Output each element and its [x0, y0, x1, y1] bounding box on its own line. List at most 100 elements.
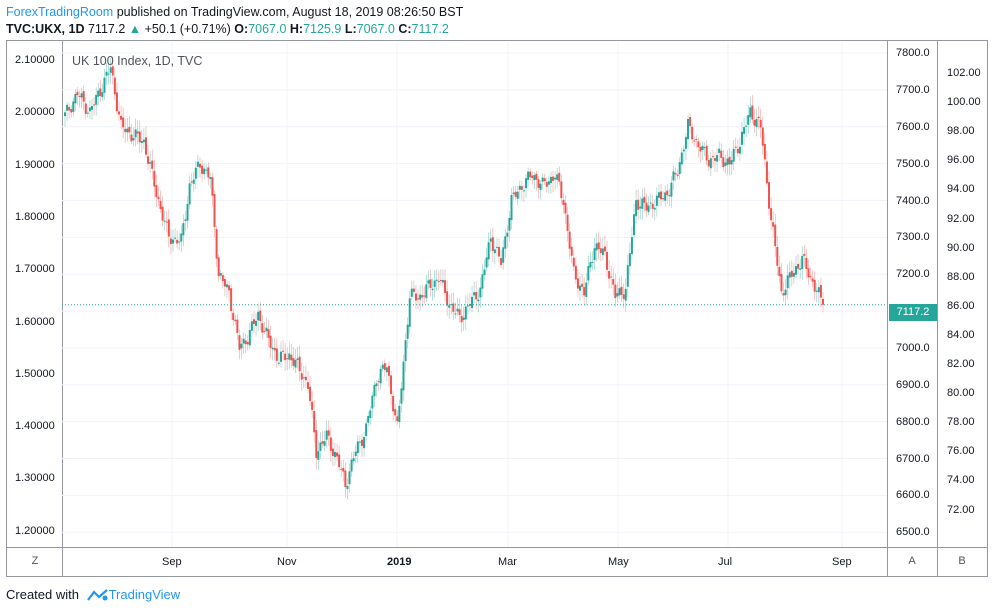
candle-body: [360, 439, 363, 446]
candle-body: [606, 251, 609, 270]
candle-body: [209, 177, 212, 180]
candle-body: [718, 148, 721, 154]
candle-body: [651, 203, 654, 209]
candle-body: [539, 183, 542, 190]
candle-body: [346, 485, 349, 490]
candle-body: [267, 329, 270, 338]
candle-body: [122, 117, 125, 128]
candle-body: [136, 131, 139, 134]
candle-body: [772, 222, 775, 227]
candle-body: [421, 295, 424, 298]
candle-body: [78, 95, 81, 97]
left-axis-tick-label: 1.30000: [15, 472, 55, 485]
candle-body: [805, 257, 808, 269]
candle-body: [252, 319, 255, 324]
second-axis-tick-label: 102.00: [947, 67, 981, 79]
price-axis-tick-label: 7500.0: [896, 157, 930, 170]
price-change: +50.1 (+0.71%): [144, 22, 231, 36]
candle-body: [533, 175, 536, 181]
candle-body: [674, 173, 677, 175]
candle-body: [734, 146, 737, 148]
second-axis-tick-label: 92.00: [947, 212, 975, 225]
candle-body: [601, 248, 604, 256]
candle-body: [819, 284, 822, 298]
candle-body: [317, 451, 320, 460]
bar-mode-button[interactable]: B: [958, 555, 966, 567]
candle-body: [520, 186, 523, 190]
candle-body: [302, 377, 305, 379]
candle-body: [402, 361, 405, 391]
candle-body: [396, 416, 399, 422]
candle-body: [225, 284, 228, 288]
candle-body: [196, 161, 199, 167]
candle-body: [95, 94, 98, 105]
candle-body: [720, 150, 723, 158]
candle-body: [589, 262, 592, 268]
candle-body: [84, 103, 87, 114]
candle-body: [439, 279, 442, 282]
candle-body: [485, 257, 488, 268]
candle-body: [500, 258, 503, 265]
candle-body: [531, 175, 534, 178]
candle-body: [682, 149, 685, 152]
candle-body: [155, 185, 158, 198]
candle-body: [662, 198, 665, 200]
candle-body: [394, 409, 397, 416]
candle-body: [460, 316, 463, 323]
candle-body: [215, 229, 218, 259]
candle-body: [801, 255, 804, 270]
candle-body: [678, 162, 681, 175]
candle-body: [111, 66, 114, 76]
candle-body: [284, 353, 287, 361]
second-axis-tick-label: 76.00: [947, 445, 975, 458]
low-value: 7067.0: [356, 22, 395, 36]
high-label: H:: [289, 22, 304, 36]
candle-body: [487, 242, 490, 260]
candle-body: [236, 319, 239, 333]
candle-body: [86, 112, 89, 114]
candle-body: [452, 303, 455, 312]
price-axis-tick-label: 7800.0: [896, 47, 930, 60]
candle-body: [82, 91, 85, 102]
tradingview-brand-link[interactable]: TradingView: [108, 587, 181, 602]
candle-body: [765, 161, 768, 184]
symbol-legend: TVC:UKX, 1D 7117.2 ▲ +50.1 (+0.71%) O:70…: [6, 22, 449, 36]
candle-body: [203, 168, 206, 175]
price-axis-tick-label: 7400.0: [896, 194, 930, 207]
candle-body: [408, 298, 411, 327]
price-axis-tick-label: 6700.0: [896, 452, 930, 465]
symbol-name[interactable]: TVC:UKX, 1D: [6, 22, 85, 36]
candle-body: [736, 148, 739, 154]
author-link[interactable]: ForexTradingRoom: [6, 5, 114, 19]
second-axis-divider: [937, 41, 938, 576]
candle-body: [591, 261, 594, 263]
candle-body: [753, 120, 756, 126]
chart-pane[interactable]: [62, 42, 887, 547]
candle-body: [446, 291, 449, 306]
candle-body: [458, 309, 461, 315]
candle-body: [165, 221, 168, 223]
candle-body: [579, 285, 582, 291]
second-axis-tick-label: 96.00: [947, 154, 975, 167]
price-axis-tick-label: 6800.0: [896, 415, 930, 428]
up-arrow-icon: ▲: [128, 22, 142, 36]
zoom-button[interactable]: Z: [31, 555, 39, 567]
candle-body: [132, 138, 135, 141]
candle-body: [649, 202, 652, 204]
price-axis-tick-label: 7600.0: [896, 120, 930, 133]
publish-text: published on TradingView.com, August 18,…: [113, 5, 464, 19]
publish-info: ForexTradingRoom published on TradingVie…: [6, 5, 463, 19]
candle-body: [74, 93, 77, 104]
candle-body: [410, 288, 413, 297]
candle-body: [680, 152, 683, 165]
candle-body: [483, 269, 486, 276]
second-axis-tick-label: 94.00: [947, 183, 975, 196]
auto-scale-button[interactable]: A: [908, 555, 916, 567]
candle-body: [516, 191, 519, 199]
candle-body: [726, 158, 729, 165]
candle-body: [564, 202, 567, 214]
candle-body: [608, 271, 611, 279]
candle-body: [392, 395, 395, 412]
candle-body: [703, 147, 706, 149]
left-axis-tick-label: 2.00000: [15, 106, 55, 119]
